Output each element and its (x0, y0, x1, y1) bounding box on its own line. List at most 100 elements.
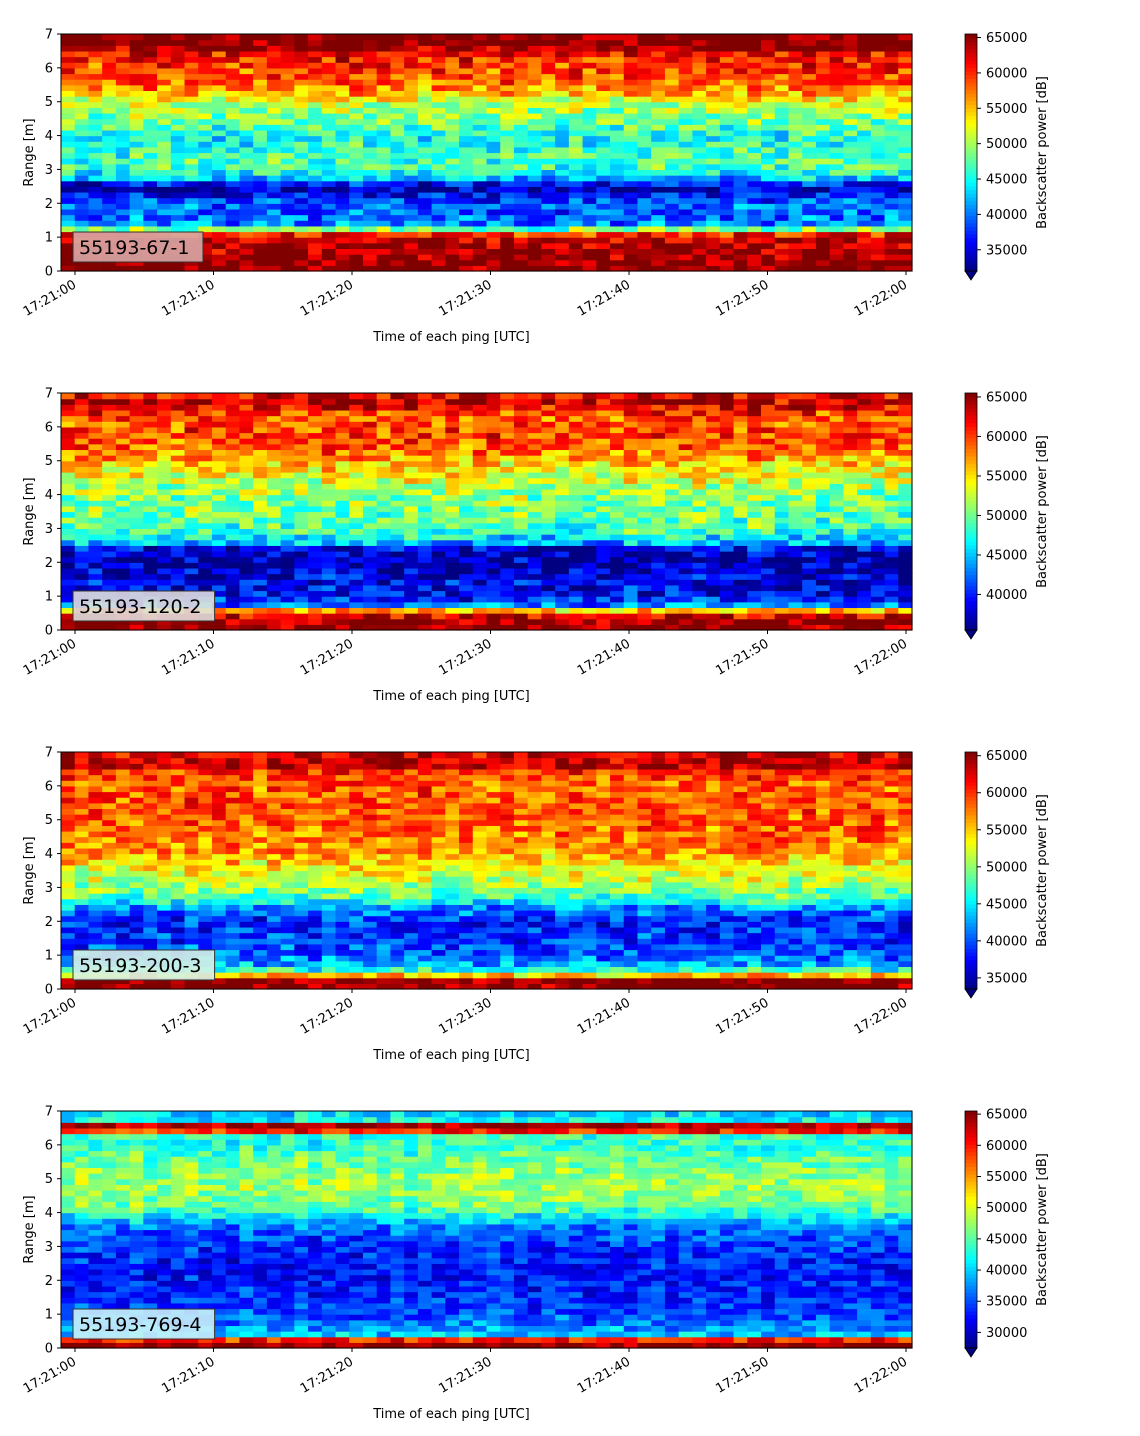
y-axis-label: Range [m] (22, 477, 37, 545)
heatmap-cells (61, 34, 913, 272)
colorbar-tick-label: 60000 (986, 1139, 1027, 1154)
x-tick-label: 17:21:50 (713, 277, 771, 319)
x-tick-label: 17:22:00 (852, 995, 910, 1037)
colorbar-tick-label: 60000 (986, 66, 1027, 81)
heatmap-cells (61, 1111, 913, 1349)
colorbar-tick-label: 40000 (986, 1264, 1027, 1279)
y-tick-label: 1 (45, 231, 53, 246)
x-tick-label: 17:21:40 (575, 995, 633, 1037)
colorbar-tick-label: 40000 (986, 934, 1027, 949)
colorbar-tick-label: 65000 (986, 749, 1027, 764)
panel-id-label: 55193-200-3 (72, 949, 216, 981)
heatmap-cells (61, 752, 913, 990)
x-tick-label: 17:21:30 (436, 636, 494, 678)
x-tick-label: 17:21:50 (713, 636, 771, 678)
y-tick-label: 0 (45, 983, 53, 998)
y-tick-label: 3 (45, 1240, 53, 1255)
y-tick-label: 6 (45, 420, 53, 435)
chart-panel-2: 0 1 2 3 4 5 6 7 Range [m] 17:21:00 17:21:10 17:21:2… (21, 387, 1050, 705)
y-tick-label: 2 (45, 197, 53, 212)
chart-panel-1: 0 1 2 3 4 5 6 7 Range [m] 17:21:00 17:21:10 17:21:2… (21, 28, 1050, 346)
colorbar-tick-label: 45000 (986, 1232, 1027, 1247)
plot-frame (60, 33, 913, 272)
y-axis-label: Range [m] (22, 836, 37, 904)
x-tick-label: 17:21:20 (298, 636, 356, 678)
x-tick-label: 17:21:20 (298, 1354, 356, 1396)
heatmap-cells (61, 393, 913, 631)
colorbar-extend-arrow (964, 629, 978, 640)
colorbar: 35000 40000 45000 50000 55000 60000 65000 Backs… (964, 749, 1050, 999)
colorbar: 30000 35000 40000 45000 50000 55000 60000 65000… (964, 1108, 1050, 1358)
panel-id-label: 55193-67-1 (72, 231, 204, 263)
y-tick-label: 7 (45, 387, 53, 402)
colorbar-tick-label: 60000 (986, 430, 1027, 445)
y-axis-label: Range [m] (22, 1195, 37, 1263)
x-tick-label: 17:21:00 (21, 1354, 79, 1396)
colorbar-tick-label: 40000 (986, 208, 1027, 223)
x-tick-label: 17:21:30 (436, 277, 494, 319)
colorbar-extend-arrow (964, 270, 978, 281)
x-tick-label: 17:21:10 (159, 995, 217, 1037)
x-axis-label: Time of each ping [UTC] (372, 1407, 530, 1422)
y-tick-label: 7 (45, 746, 53, 761)
colorbar-tick-label: 55000 (986, 469, 1027, 484)
y-tick-label: 2 (45, 1274, 53, 1289)
colorbar-tick-label: 65000 (986, 390, 1027, 405)
colorbar-extend-arrow (964, 988, 978, 999)
svg-text:55193-67-1: 55193-67-1 (79, 237, 189, 259)
plot-frame (60, 1110, 913, 1349)
colorbar-tick-label: 35000 (986, 971, 1027, 986)
x-tick-label: 17:21:30 (436, 995, 494, 1037)
colorbar-tick-label: 50000 (986, 137, 1027, 152)
y-tick-label: 5 (45, 813, 53, 828)
y-tick-label: 6 (45, 61, 53, 76)
x-axis-label: Time of each ping [UTC] (372, 1048, 530, 1063)
y-tick-label: 0 (45, 265, 53, 280)
colorbar-tick-label: 55000 (986, 823, 1027, 838)
colorbar-tick-label: 50000 (986, 860, 1027, 875)
y-tick-label: 4 (45, 847, 53, 862)
colorbar-tick-label: 50000 (986, 509, 1027, 524)
x-tick-label: 17:21:20 (298, 995, 356, 1037)
colorbar-label: Backscatter power [dB] (1035, 794, 1050, 947)
colorbar-label: Backscatter power [dB] (1035, 76, 1050, 229)
y-tick-label: 4 (45, 488, 53, 503)
x-tick-label: 17:21:10 (159, 277, 217, 319)
y-tick-label: 1 (45, 949, 53, 964)
y-tick-label: 0 (45, 624, 53, 639)
y-tick-label: 3 (45, 522, 53, 537)
colorbar-tick-label: 55000 (986, 1170, 1027, 1185)
x-tick-label: 17:21:40 (575, 277, 633, 319)
colorbar-tick-label: 35000 (986, 1295, 1027, 1310)
y-tick-label: 1 (45, 1308, 53, 1323)
x-tick-label: 17:21:00 (21, 995, 79, 1037)
x-tick-label: 17:21:40 (575, 1354, 633, 1396)
chart-panel-3: 0 1 2 3 4 5 6 7 Range [m] 17:21:00 17:21:10 17:21:2… (21, 746, 1050, 1064)
colorbar: 35000 40000 45000 50000 55000 60000 65000 Backs… (964, 31, 1050, 281)
colorbar-tick-label: 50000 (986, 1201, 1027, 1216)
x-axis-label: Time of each ping [UTC] (372, 330, 530, 345)
colorbar-tick-label: 40000 (986, 588, 1027, 603)
x-axis-label: Time of each ping [UTC] (372, 689, 530, 704)
x-tick-label: 17:21:40 (575, 636, 633, 678)
colorbar-tick-label: 35000 (986, 243, 1027, 258)
x-tick-label: 17:21:20 (298, 277, 356, 319)
x-tick-label: 17:21:10 (159, 1354, 217, 1396)
colorbar-tick-label: 65000 (986, 1108, 1027, 1123)
panel-id-label: 55193-769-4 (72, 1308, 216, 1340)
x-tick-label: 17:21:50 (713, 995, 771, 1037)
y-tick-label: 4 (45, 1206, 53, 1221)
colorbar-label: Backscatter power [dB] (1035, 435, 1050, 588)
plot-frame (60, 751, 913, 990)
x-tick-label: 17:21:30 (436, 1354, 494, 1396)
x-tick-label: 17:21:00 (21, 636, 79, 678)
y-tick-label: 0 (45, 1342, 53, 1357)
y-tick-label: 2 (45, 915, 53, 930)
y-tick-label: 1 (45, 590, 53, 605)
x-tick-label: 17:21:00 (21, 277, 79, 319)
y-tick-label: 3 (45, 163, 53, 178)
chart-panel-4: 0 1 2 3 4 5 6 7 Range [m] 17:21:00 17:21:10 17:21:2… (21, 1105, 1050, 1423)
y-tick-label: 5 (45, 1172, 53, 1187)
y-tick-label: 6 (45, 1138, 53, 1153)
y-tick-label: 6 (45, 779, 53, 794)
